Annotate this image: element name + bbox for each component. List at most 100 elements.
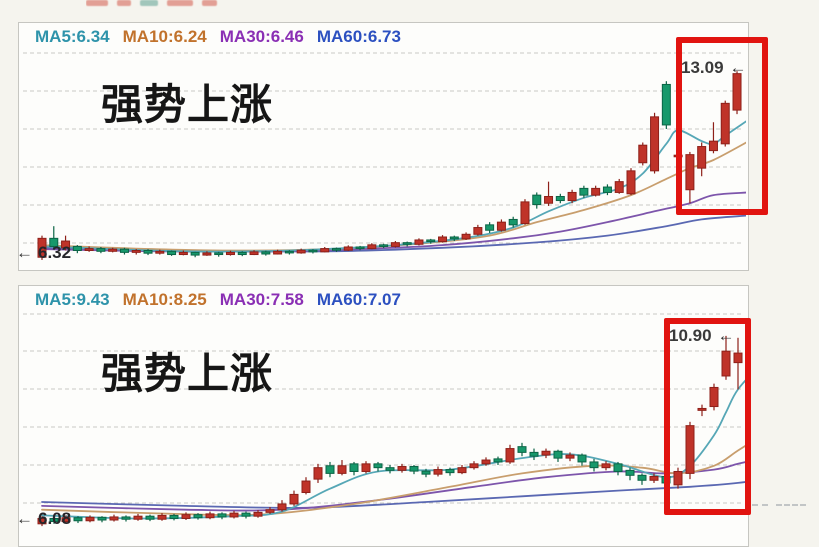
ma-indicator-header: MA5:6.34 MA10:6.24 MA30:6.46 MA60:6.73 [35,27,401,47]
stock-chart-panel-1: MA5:6.34 MA10:6.24 MA30:6.46 MA60:6.73 强… [16,22,749,271]
bullish-candle-body [265,509,275,513]
low-price-label: ← 6.32 [16,243,71,263]
bearish-candle-body [517,446,527,453]
bullish-candle-body [709,386,719,408]
bullish-candle-body [61,240,71,249]
ma5-value-label: MA5:9.43 [35,290,110,309]
ma30-line [41,460,746,512]
bullish-candle-body [225,251,235,256]
bearish-candle-body [193,514,203,519]
bearish-candle-body [637,474,647,481]
candlestick-chart-1 [23,52,746,260]
bullish-candle-body [567,191,577,202]
bullish-candle-body [697,407,707,411]
bullish-candle-body [685,425,695,474]
highlight-box-2 [664,318,751,515]
bearish-candle-body [97,516,107,521]
faint-watermark-mark [752,504,768,506]
bullish-candle-body [614,181,624,193]
bullish-candle-body [433,469,443,475]
bearish-candle-body [119,248,129,253]
bullish-candle-body [343,246,353,251]
bullish-candle-body [626,170,636,195]
bullish-candle-body [133,515,143,520]
bearish-candle-body [379,244,389,247]
bullish-candle-body [565,454,575,459]
bullish-candle-body [301,480,311,493]
bullish-candle-body [414,239,424,245]
ma60-value-label: MA60:6.73 [316,27,401,46]
bullish-candle-body [721,350,731,377]
ma5-line [41,120,746,253]
bearish-candle-body [145,515,155,520]
high-price-label: 13.09 ← [681,58,747,78]
bearish-candle-body [625,469,635,476]
bullish-candle-body [61,517,71,523]
bullish-candle-body [520,201,530,224]
bearish-candle-body [426,239,436,243]
bullish-candle-body [697,146,707,169]
bearish-candle-body [169,514,179,519]
bullish-candle-body [202,252,212,256]
stock-chart-panel-2: MA5:9.43 MA10:8.25 MA30:7.58 MA60:7.07 强… [16,285,749,547]
bearish-candle-body [308,249,318,253]
bullish-candle-body [37,517,47,525]
bullish-candle-body [84,248,94,251]
bullish-candle-body [650,116,660,172]
high-price-value: 10.90 [669,326,712,345]
left-arrow-icon: ← [16,509,33,528]
bullish-candle-body [473,227,483,235]
high-price-label: 10.90 ← [669,326,735,346]
teal-glyph-fragment [140,0,158,6]
bullish-candle-body [249,251,259,256]
bearish-candle-body [555,195,565,202]
red-glyph-fragment [117,0,131,6]
red-glyph-fragment [167,0,193,6]
bullish-candle-body [708,140,718,152]
cropped-red-text-fragments [86,0,286,7]
bearish-candle-body [579,187,589,196]
ma60-value-label: MA60:7.07 [316,290,401,309]
low-price-label: ← 6.08 [16,509,71,529]
bullish-candle-body [181,514,191,519]
bullish-candle-body [591,187,601,196]
bearish-candle-body [508,218,518,226]
bearish-candle-body [493,458,503,463]
bullish-candle-body [732,73,742,111]
bearish-candle-body [284,250,294,254]
bearish-candle-body [167,250,177,256]
bearish-candle-body [373,463,383,469]
bearish-candle-body [217,513,227,518]
bullish-candle-body [720,102,730,145]
bearish-candle-body [190,251,200,256]
bullish-candle-body [438,236,448,243]
bullish-candle-body [601,463,611,469]
bullish-candle-body [685,154,695,191]
bearish-candle-body [49,517,59,523]
bearish-candle-body [241,512,251,517]
highlight-box-1 [676,37,768,215]
ma10-value-label: MA10:6.24 [122,27,207,46]
headline-annotation: 强势上涨 [101,350,274,397]
bearish-candle-body [409,466,419,472]
bullish-candle-body [673,470,683,486]
ma5-value-label: MA5:6.34 [35,27,110,46]
screenshot-stage: MA5:6.34 MA10:6.24 MA30:6.46 MA60:6.73 强… [16,0,806,547]
left-arrow-icon: ← [717,326,735,345]
bearish-candle-body [529,451,539,457]
bullish-candle-body [131,249,141,253]
bullish-candle-body [253,511,263,517]
bearish-candle-body [385,467,395,471]
bearish-candle-body [577,454,587,463]
bullish-candle-body [638,144,648,164]
bearish-candle-body [485,224,495,231]
bullish-candle-body [733,352,743,364]
bullish-candle-body [85,516,95,522]
bullish-candle-body [457,467,467,474]
bullish-candle-body [544,195,554,204]
ma30-value-label: MA30:7.58 [219,290,304,309]
bullish-candle-body [541,450,551,456]
bearish-candle-body [332,248,341,251]
low-price-value: 6.08 [38,509,72,528]
bullish-candle-body [205,513,215,519]
